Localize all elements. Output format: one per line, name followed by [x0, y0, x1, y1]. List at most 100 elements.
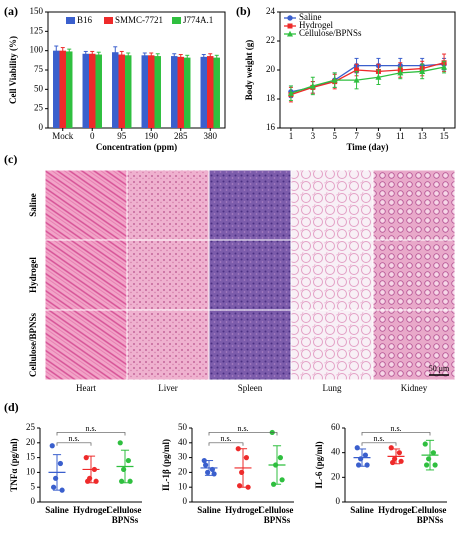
data-point — [235, 446, 241, 452]
tissue-image — [45, 170, 127, 240]
data-point — [245, 484, 251, 490]
y-axis-title: IL-1β (pg/ml) — [161, 439, 171, 491]
bar — [118, 54, 125, 128]
x-tick-label: 0 — [90, 131, 95, 141]
sd-bar — [272, 445, 282, 485]
data-point — [364, 462, 370, 468]
scale-bar-label: 50 μm — [429, 364, 450, 373]
legend-label: SMMC-7721 — [115, 15, 163, 25]
data-point — [203, 462, 209, 468]
sd-bar — [425, 439, 435, 471]
series-line — [290, 66, 445, 94]
data-point — [362, 452, 368, 458]
bar — [53, 50, 60, 128]
error-bar — [113, 46, 118, 59]
x-tick-label: Saline — [45, 505, 69, 515]
bar — [171, 56, 178, 128]
marker — [287, 15, 293, 21]
significance-label: n.s. — [85, 424, 96, 433]
plot-frame — [279, 11, 456, 129]
tissue-image — [373, 170, 455, 240]
error-bar — [185, 54, 190, 61]
y-tick-label: 22 — [266, 35, 275, 45]
y-axis-title: Cell Viability (%) — [8, 36, 18, 104]
legend-label: B16 — [77, 15, 93, 25]
y-tick-label: 10 — [178, 481, 188, 491]
bar — [95, 54, 102, 128]
data-point — [354, 445, 360, 451]
column-label: Heart — [76, 383, 96, 393]
bar — [154, 56, 161, 128]
error-bar — [60, 47, 65, 55]
tissue-image — [373, 310, 455, 380]
bar — [183, 57, 191, 129]
error-bar — [54, 45, 59, 56]
data-point — [424, 462, 430, 468]
column-label: Kidney — [401, 383, 428, 393]
panel-label: (a) — [4, 4, 18, 18]
data-point — [125, 457, 131, 464]
marker — [441, 63, 448, 70]
x-axis-title: Concentration (ppm) — [96, 142, 177, 152]
sd-bar — [204, 460, 214, 476]
bar — [89, 53, 96, 129]
error-bar — [83, 50, 88, 57]
column-label: Liver — [158, 383, 178, 393]
y-tick-label: 0 — [183, 496, 188, 506]
marker — [287, 90, 294, 96]
y-tick-label: 100 — [30, 45, 44, 55]
legend-label: J774A.1 — [183, 15, 213, 25]
marker — [287, 23, 293, 29]
tissue-image — [291, 170, 373, 240]
tissue-image — [45, 310, 127, 380]
x-tick-label: Hydrogel — [378, 505, 414, 515]
error-bar — [142, 52, 147, 59]
y-tick-label: 10 — [26, 466, 36, 476]
x-tick-label: Cellulose BPNSs — [106, 505, 143, 525]
x-tick-label: Saline — [350, 505, 374, 515]
legend-label: Saline — [299, 12, 322, 22]
y-tick-label: 18 — [266, 93, 276, 103]
x-tick-label: 190 — [145, 131, 159, 141]
tissue-image — [291, 310, 373, 380]
error-bar — [172, 53, 177, 59]
x-tick-label: 9 — [376, 131, 381, 141]
data-point — [49, 443, 55, 449]
x-tick-label: 15 — [440, 131, 450, 141]
y-tick-label: 5 — [31, 481, 36, 491]
data-point — [356, 462, 362, 468]
x-tick-label: Hydrogel — [225, 505, 261, 515]
data-point — [57, 460, 64, 467]
panel-label: (c) — [4, 152, 17, 166]
marker — [419, 68, 426, 74]
y-tick-label: 20 — [178, 466, 188, 476]
y-tick-label: 75 — [34, 64, 44, 74]
series-line — [290, 62, 445, 96]
tissue-image — [127, 240, 209, 310]
legend-swatch — [172, 17, 181, 24]
error-bar — [126, 52, 131, 59]
marker — [309, 82, 316, 89]
bar — [59, 50, 66, 128]
x-tick-label: 1 — [289, 131, 294, 141]
tissue-image — [373, 240, 455, 310]
tissue-image — [209, 170, 291, 240]
data-point — [432, 462, 438, 468]
y-tick-label: 40 — [331, 447, 341, 457]
x-tick-label: 7 — [354, 131, 359, 141]
error-bar — [208, 53, 213, 59]
tissue-image — [209, 240, 291, 310]
y-tick-label: 125 — [30, 25, 44, 35]
bar — [200, 56, 208, 128]
error-bar — [201, 54, 206, 60]
row-label: Saline — [28, 193, 38, 217]
error-bar — [119, 50, 124, 59]
data-point — [277, 455, 283, 461]
column-label: Lung — [323, 383, 342, 393]
panel-label: (d) — [4, 400, 19, 414]
x-tick-label: 3 — [311, 131, 316, 141]
x-tick-label: Cellulose BPNSs — [411, 505, 448, 525]
significance-bracket — [361, 432, 431, 436]
bar — [141, 55, 149, 128]
data-point — [390, 459, 396, 466]
